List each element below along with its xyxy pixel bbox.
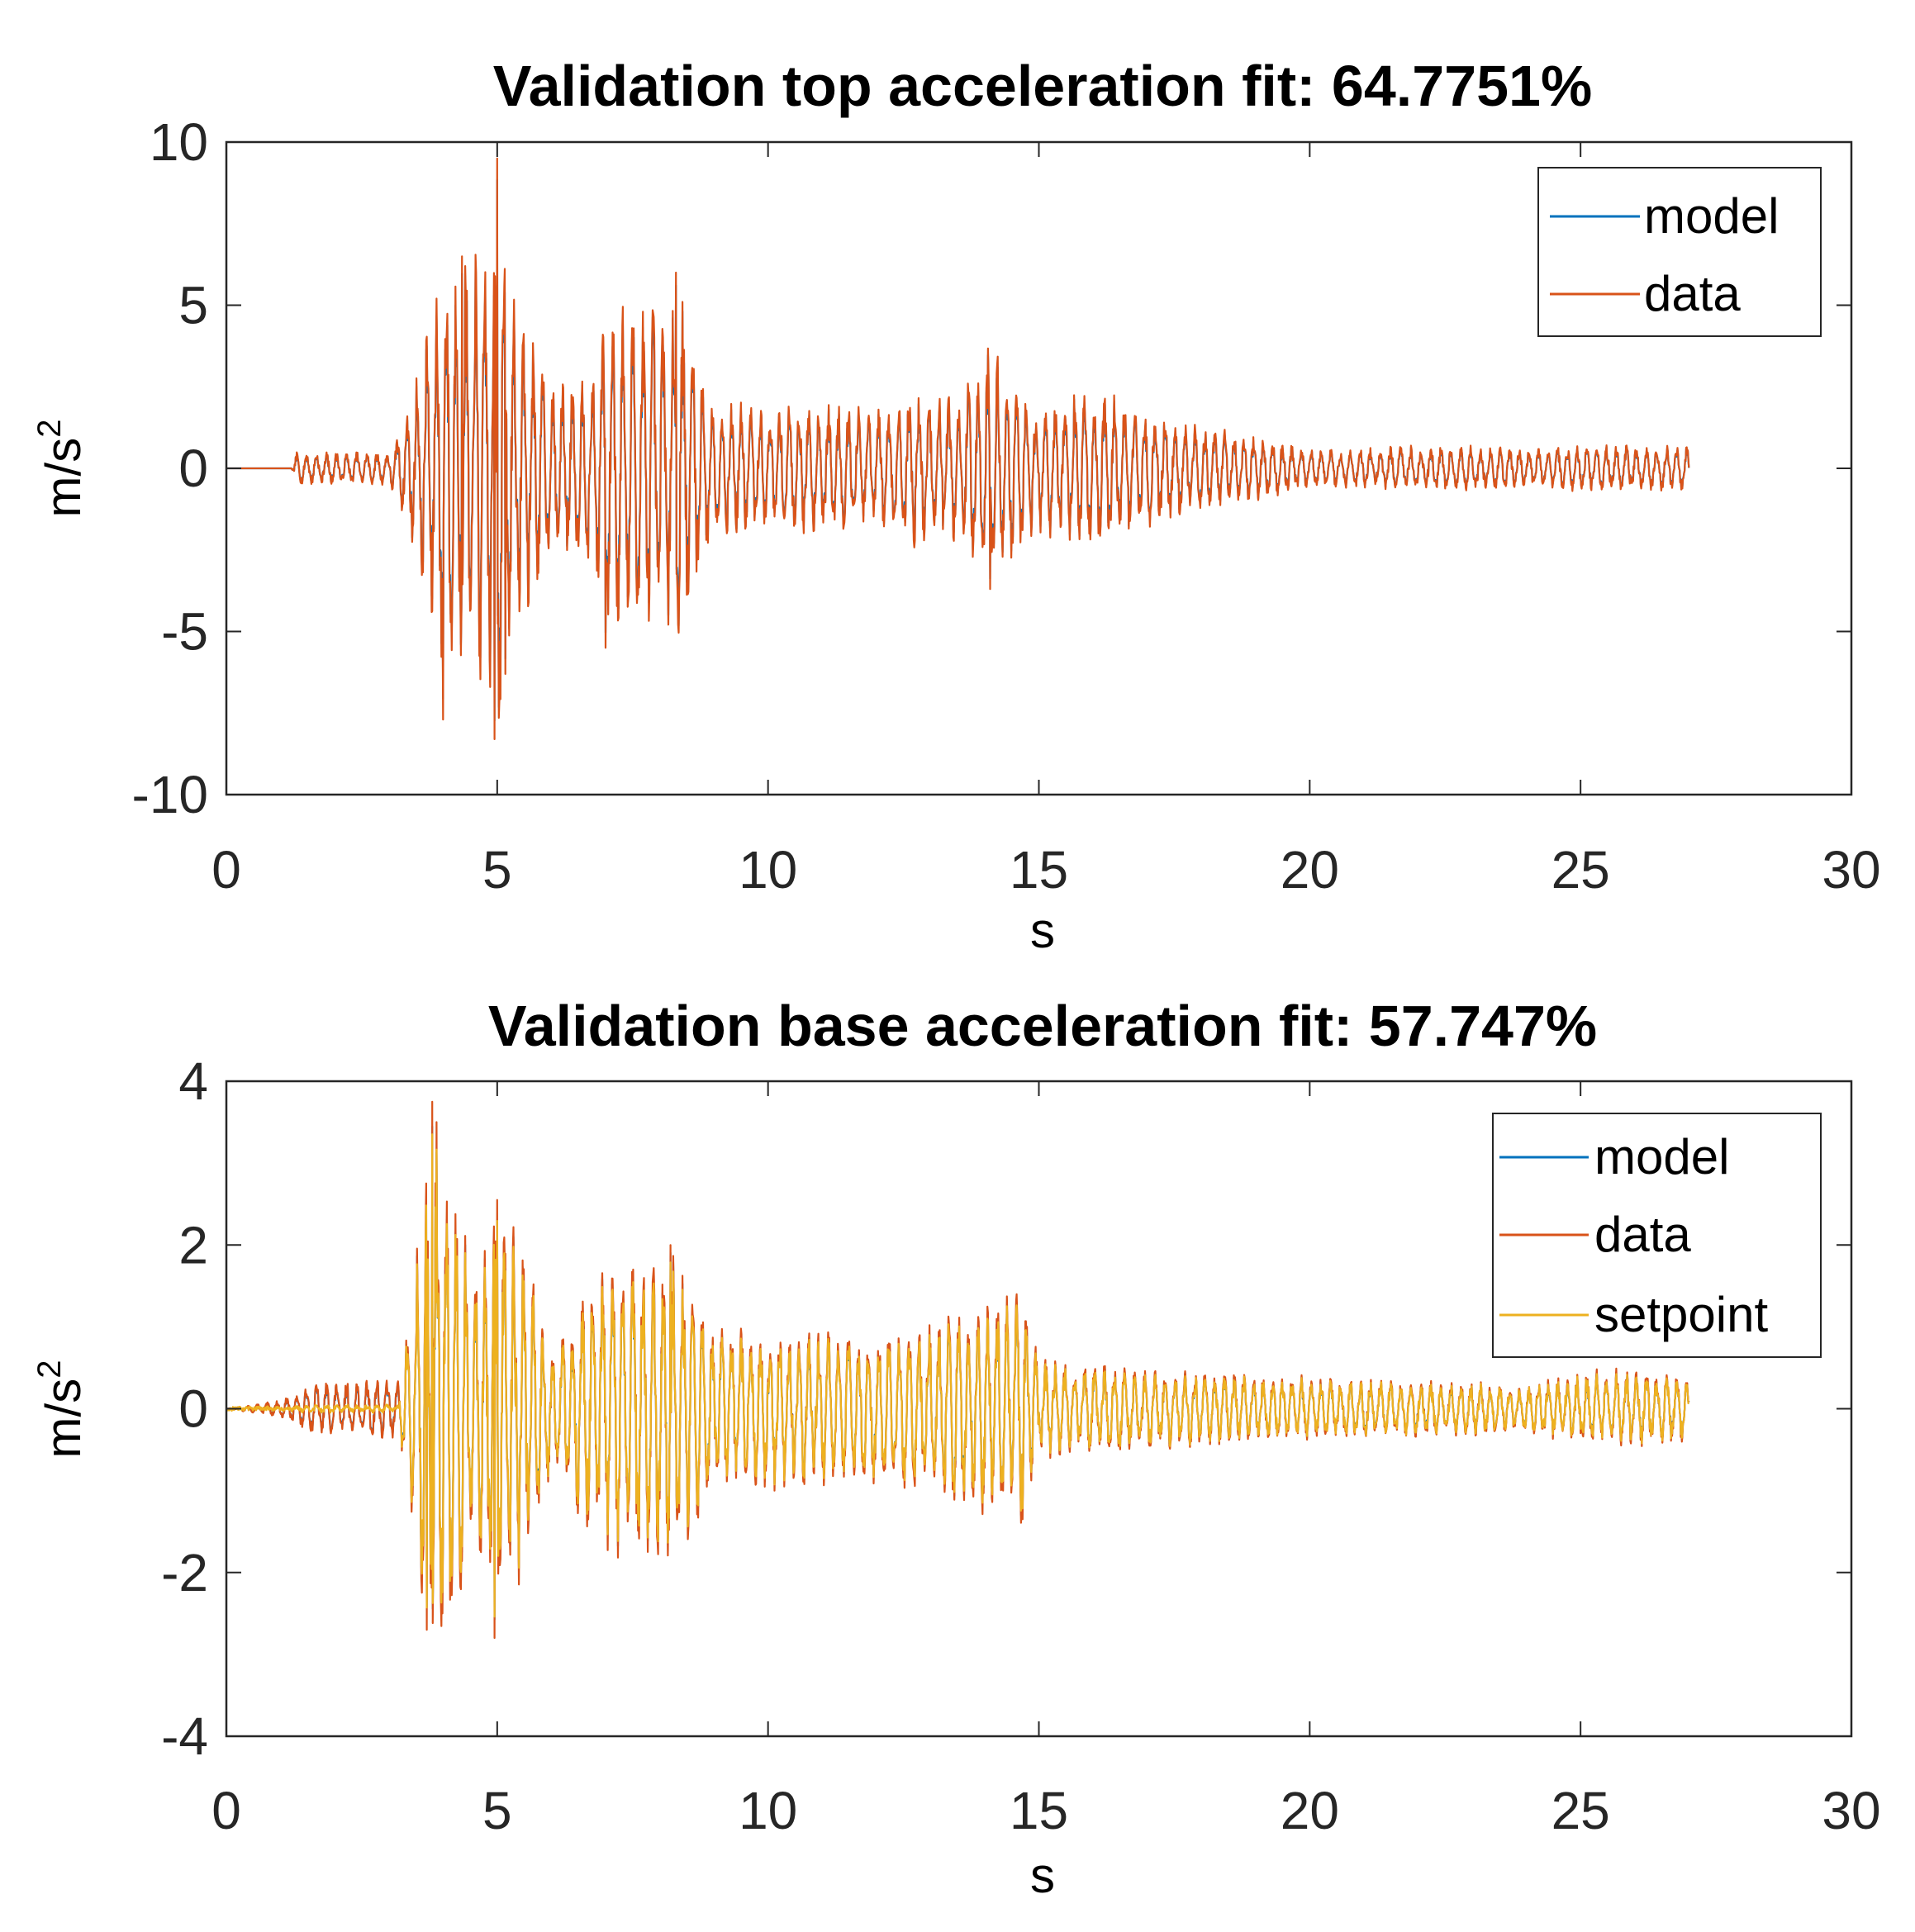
y-tick-label: 5	[178, 276, 208, 335]
y-tick-label: 0	[178, 439, 208, 498]
x-tick-label: 15	[1010, 840, 1068, 900]
chart-panel-base: Validation base acceleration fit: 57.747…	[31, 994, 1881, 1903]
x-tick-label: 5	[482, 840, 512, 900]
series-group	[226, 157, 1690, 740]
y-axis-label: m/s2	[31, 420, 91, 518]
x-tick-label: 0	[211, 1781, 241, 1840]
x-tick-label: 25	[1551, 1781, 1610, 1840]
x-tick-label: 20	[1281, 840, 1339, 900]
x-tick-label: 25	[1551, 840, 1610, 900]
x-tick-label: 30	[1822, 840, 1880, 900]
y-axis-label-exponent: 2	[31, 1360, 68, 1379]
legend-box	[1537, 167, 1822, 337]
x-tick-label: 5	[482, 1781, 512, 1840]
chart-title: Validation base acceleration fit: 57.747…	[488, 994, 1597, 1058]
y-tick-label: -2	[161, 1543, 208, 1602]
legend-label-model: model	[1594, 1129, 1729, 1184]
y-tick-label: 0	[178, 1379, 208, 1439]
x-tick-label: 30	[1822, 1781, 1880, 1840]
y-tick-label: 4	[178, 1051, 208, 1111]
y-tick-label: 10	[150, 112, 208, 172]
x-tick-label: 10	[739, 840, 797, 900]
x-tick-label: 0	[211, 840, 241, 900]
y-tick-label: 2	[178, 1215, 208, 1275]
legend-label-data: data	[1644, 266, 1741, 321]
x-axis-label: s	[1030, 1848, 1055, 1903]
ticks-group: 0 5 10 15 20 25 30 -4 -2 0 2 4	[161, 1051, 1881, 1840]
y-axis-label-unit: m/s	[36, 438, 91, 518]
series-line-data	[226, 157, 1690, 740]
x-tick-label: 15	[1010, 1781, 1068, 1840]
y-tick-label: -5	[161, 602, 208, 662]
y-axis-label: m/s2	[31, 1360, 91, 1459]
legend-label-data: data	[1594, 1207, 1691, 1262]
legend: model data setpoint	[1492, 1113, 1822, 1358]
series-group	[226, 1100, 1690, 1640]
y-tick-label: -4	[161, 1707, 208, 1766]
series-line-setpoint	[226, 1133, 1689, 1618]
x-axis-label: s	[1030, 903, 1055, 958]
y-axis-label-exponent: 2	[31, 420, 68, 438]
plot-area: 0 5 10 15 20 25 30 -4 -2 0 2 4	[161, 1051, 1881, 1840]
legend: model data	[1537, 167, 1822, 337]
legend-label-setpoint: setpoint	[1594, 1287, 1768, 1342]
x-tick-label: 20	[1281, 1781, 1339, 1840]
chart-title: Validation top acceleration fit: 64.7751…	[493, 54, 1592, 118]
legend-label-model: model	[1644, 188, 1779, 244]
plot-area: 0 5 10 15 20 25 30 -10 -5 0 5 10	[132, 112, 1881, 900]
y-axis-label-unit: m/s	[36, 1379, 91, 1459]
ticks-group: 0 5 10 15 20 25 30 -10 -5 0 5 10	[132, 112, 1881, 900]
chart-panel-top: Validation top acceleration fit: 64.7751…	[31, 54, 1881, 958]
x-tick-label: 10	[739, 1781, 797, 1840]
y-tick-label: -10	[132, 765, 209, 824]
